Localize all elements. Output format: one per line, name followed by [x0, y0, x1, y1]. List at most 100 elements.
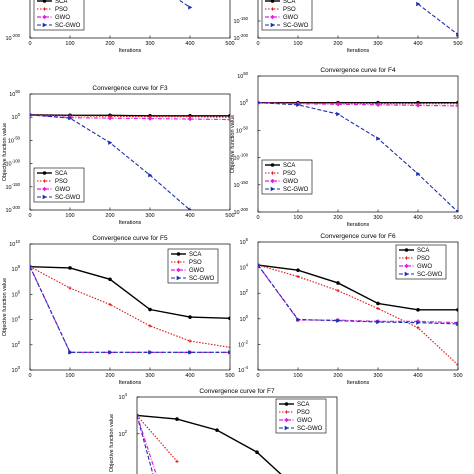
- chart-title: Convergence curve for F3: [92, 85, 168, 92]
- y-tick-label: 10-100: [233, 153, 248, 162]
- series-sc-gwo-line: [417, 3, 458, 36]
- legend-sc-gwo-label: SC-GWO: [417, 272, 443, 278]
- legend-sca-label: SCA: [55, 171, 67, 177]
- series-gwo-point: [455, 103, 458, 109]
- legend-gwo-label: GWO: [189, 268, 204, 274]
- x-tick-label: 0: [28, 373, 31, 379]
- x-tick-label: 500: [225, 373, 234, 379]
- series-group: [258, 100, 458, 212]
- x-tick-label: 300: [373, 373, 382, 379]
- series-sca-point: [336, 281, 340, 285]
- legend-sc-gwo-point: [270, 186, 275, 192]
- legend: SCA PSO GWO SC-GWO: [33, 167, 85, 203]
- x-tick-label: 200: [333, 373, 342, 379]
- series-pso-line: [258, 264, 458, 366]
- legend-pso-point: [270, 7, 275, 11]
- chart-title: Convergence curve for F6: [320, 233, 396, 240]
- series-group: [416, 1, 458, 37]
- series-sca-point: [175, 417, 179, 421]
- x-tick-label: 300: [373, 215, 382, 221]
- x-tick-label: 500: [453, 41, 462, 47]
- series-sc-gwo-point: [68, 115, 73, 121]
- legend-gwo-label: GWO: [417, 264, 432, 270]
- series-sc-gwo-point: [336, 111, 341, 117]
- x-tick-label: 100: [293, 215, 302, 221]
- x-tick-label: 100: [293, 41, 302, 47]
- legend-gwo-point: [404, 263, 409, 269]
- legend-gwo-point: [270, 178, 275, 184]
- x-tick-label: 0: [28, 41, 31, 47]
- series-sca-point: [416, 308, 420, 312]
- x-tick-label: 200: [333, 215, 342, 221]
- y-tick-label: 10-200: [233, 33, 248, 42]
- series-gwo-point: [335, 102, 341, 107]
- y-tick-label: 104: [12, 315, 21, 324]
- y-tick-label: 102: [12, 340, 21, 349]
- y-tick-label: 106: [12, 289, 21, 298]
- x-tick-label: 300: [145, 213, 154, 219]
- series-sc-gwo-point: [416, 320, 421, 325]
- legend-pso-label: PSO: [283, 7, 296, 13]
- series-sc-gwo-point: [416, 171, 421, 177]
- series-sc-gwo-point: [108, 350, 113, 355]
- legend-gwo-label: GWO: [283, 15, 298, 21]
- series-sc-gwo-line: [30, 266, 230, 353]
- series-sc-gwo-point: [188, 5, 193, 10]
- y-tick-label: 10-150: [233, 16, 248, 25]
- series-sc-gwo-line: [258, 102, 458, 212]
- series-sca-line: [30, 265, 230, 320]
- legend-sc-gwo-point: [270, 22, 275, 28]
- legend-pso-point: [270, 171, 275, 175]
- series-sca-point: [108, 277, 112, 282]
- series-gwo-point: [227, 117, 230, 122]
- series-group: [30, 264, 230, 355]
- chart-p1: 0 100 200 300 400 500 10-200 Iterations SCA PSO GW…: [5, 0, 235, 54]
- legend-sc-gwo-label: SC-GWO: [283, 187, 309, 193]
- legend-gwo-label: GWO: [55, 15, 70, 21]
- series-gwo-point: [415, 103, 421, 108]
- legend: SCA PSO GWO SC-GWO: [261, 159, 313, 195]
- legend-pso-label: PSO: [283, 171, 296, 177]
- series-sc-gwo-point: [296, 317, 301, 322]
- x-tick-label: 400: [413, 215, 422, 221]
- x-tick-label: 200: [105, 213, 114, 219]
- x-axis-label: Iterations: [347, 380, 370, 386]
- legend-pso-point: [42, 179, 47, 183]
- legend: SCA PSO GWO SC-GWO: [261, 0, 313, 31]
- legend: SCA PSO GWO SC-GWO: [167, 248, 219, 284]
- x-axis-label: Iterations: [347, 48, 370, 54]
- series-sc-gwo-point: [188, 350, 193, 355]
- x-tick-label: 300: [373, 41, 382, 47]
- x-tick-label: 100: [65, 213, 74, 219]
- y-tick-label: 10-50: [236, 125, 249, 134]
- legend-gwo-label: GWO: [55, 187, 70, 193]
- y-tick-label: 10-50: [8, 135, 21, 144]
- legend-sc-gwo-point: [284, 425, 289, 431]
- series-sc-gwo-point: [416, 1, 421, 7]
- legend-sca-point: [42, 171, 47, 175]
- x-axis-label: Iterations: [119, 380, 142, 386]
- legend-sca-point: [270, 163, 275, 167]
- series-pso-point: [296, 274, 300, 279]
- legend: SCA PSO GWO SC-GWO: [395, 244, 447, 280]
- y-tick-label: 106: [240, 237, 249, 246]
- series-sc-gwo-line: [137, 415, 154, 474]
- x-tick-label: 400: [185, 373, 194, 379]
- y-tick-label: 10-4: [238, 365, 249, 374]
- x-tick-label: 400: [185, 213, 194, 219]
- series-sc-gwo-point: [296, 102, 301, 108]
- legend-sc-gwo-point: [176, 275, 181, 281]
- x-tick-label: 300: [145, 41, 154, 47]
- y-tick-label: 10-2: [238, 339, 249, 348]
- y-tick-label: 100: [240, 314, 249, 323]
- series-pso-point: [456, 363, 458, 367]
- chart-p2: 0 100 200 300 400 500 10-150 10-200 Iterations SC…: [233, 0, 463, 54]
- legend-sca-point: [284, 402, 289, 406]
- chart-p5: Convergence curve for F5 0 100 200 300 400 500…: [2, 235, 235, 386]
- series-gwo-point: [187, 116, 193, 122]
- x-tick-label: 400: [413, 373, 422, 379]
- series-group: [178, 0, 193, 10]
- x-tick-label: 500: [225, 41, 234, 47]
- series-sc-gwo-point: [68, 350, 73, 355]
- series-pso-point: [188, 339, 192, 343]
